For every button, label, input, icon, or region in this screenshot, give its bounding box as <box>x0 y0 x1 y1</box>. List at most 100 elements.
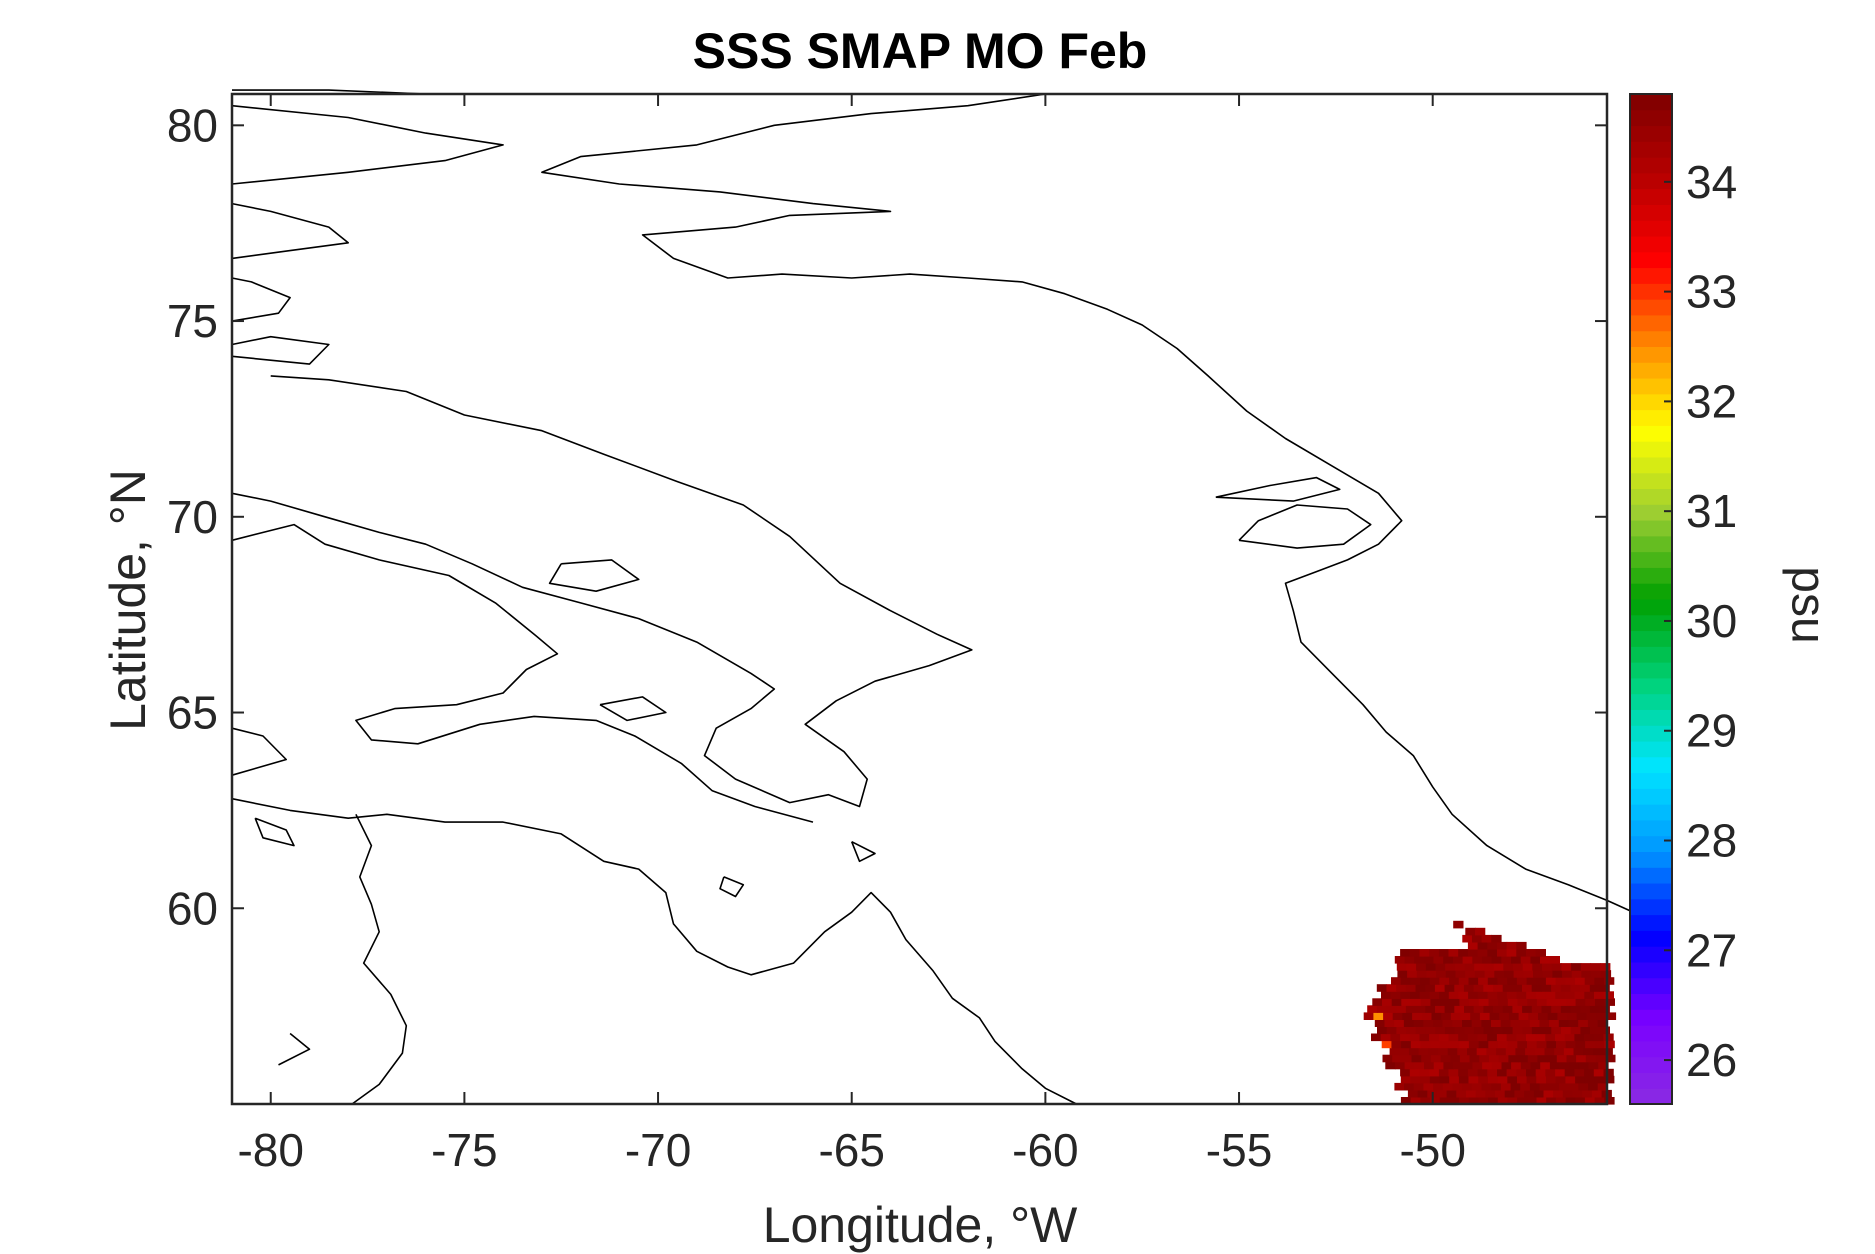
x-tick-label: -50 <box>1399 1124 1465 1176</box>
sss-cell <box>1518 1012 1529 1020</box>
sss-cell <box>1495 1089 1506 1098</box>
sss-cell <box>1530 1061 1541 1070</box>
sss-cell <box>1534 1047 1546 1056</box>
sss-cell <box>1405 984 1417 992</box>
sss-cell <box>1540 1061 1551 1070</box>
colorbar-tick-label: 32 <box>1686 375 1737 427</box>
sss-cell <box>1467 1033 1479 1042</box>
coastline-segment <box>231 727 287 776</box>
sss-cell <box>1470 1012 1481 1020</box>
sss-cell <box>1584 991 1595 999</box>
sss-cell <box>1460 1012 1471 1020</box>
sss-cell <box>1514 1089 1525 1098</box>
sss-cell <box>1491 1061 1503 1070</box>
sss-cell <box>1420 977 1431 985</box>
sss-cell <box>1503 970 1515 978</box>
colorbar-segment <box>1630 772 1672 789</box>
sss-cell <box>1402 1012 1413 1020</box>
sss-cell <box>1561 1026 1572 1035</box>
sss-cell <box>1458 991 1469 999</box>
colorbar-segment <box>1630 1072 1672 1089</box>
sss-cell <box>1557 1012 1568 1020</box>
sss-cell <box>1438 949 1450 957</box>
sss-cell <box>1483 984 1494 992</box>
sss-cell <box>1444 1026 1456 1035</box>
colorbar-segment <box>1630 725 1672 742</box>
sss-cell <box>1465 927 1476 936</box>
colorbar-segment <box>1630 220 1672 237</box>
sss-cell <box>1504 1089 1515 1098</box>
colorbar-segment <box>1630 1025 1672 1042</box>
sss-cell <box>1497 949 1508 957</box>
sss-cell <box>1401 998 1412 1006</box>
sss-cell <box>1520 956 1531 964</box>
sss-cell <box>1425 1005 1436 1013</box>
colorbar-segment <box>1630 977 1672 995</box>
coastline-segment <box>541 93 1643 917</box>
sss-cell <box>1575 998 1586 1006</box>
sss-cell <box>1396 1005 1407 1013</box>
colorbar-segment <box>1630 314 1672 332</box>
sss-cell <box>1565 1040 1576 1049</box>
sss-cell <box>1555 977 1566 985</box>
sss-cell <box>1471 1019 1482 1027</box>
sss-cell <box>1575 1040 1586 1049</box>
sss-cell <box>1445 963 1456 971</box>
sss-cell <box>1384 1019 1395 1027</box>
sss-cell <box>1526 991 1537 999</box>
sss-cell <box>1452 956 1464 964</box>
sss-cell <box>1410 977 1421 985</box>
sss-cell <box>1565 1097 1576 1105</box>
sss-cell <box>1488 998 1499 1006</box>
sss-cell <box>1399 1047 1410 1056</box>
sss-cell <box>1594 991 1605 999</box>
sss-cell <box>1468 991 1479 999</box>
sss-cell <box>1493 963 1504 971</box>
sss-cell <box>1497 1075 1508 1084</box>
sss-cell <box>1598 1061 1609 1070</box>
sss-cell <box>1488 1097 1499 1105</box>
sss-cell <box>1439 1040 1451 1049</box>
sss-cell <box>1507 1075 1518 1084</box>
sss-cell <box>1559 1061 1570 1070</box>
x-tick-label: -75 <box>431 1124 497 1176</box>
sss-cell <box>1473 1005 1484 1013</box>
colorbar-segment <box>1630 299 1672 316</box>
sss-cell <box>1597 1082 1608 1091</box>
sss-cell <box>1536 998 1548 1006</box>
coastline-segment <box>1215 476 1341 502</box>
sss-cell <box>1585 998 1596 1006</box>
sss-cell <box>1546 1040 1557 1049</box>
sss-cell <box>1401 1054 1413 1063</box>
sss-cell <box>1576 1054 1587 1063</box>
sss-cell <box>1429 949 1440 957</box>
sss-cell <box>1506 941 1517 950</box>
sss-cell <box>1528 1012 1539 1020</box>
sss-cell <box>1585 1054 1597 1063</box>
sss-cell <box>1450 1012 1462 1020</box>
sss-cell <box>1487 1075 1499 1084</box>
coastline-segment <box>231 797 1077 1105</box>
sss-cell <box>1487 1033 1498 1042</box>
colorbar-segment <box>1630 393 1672 411</box>
sss-cell <box>1481 934 1492 943</box>
sss-cell <box>1584 1097 1596 1105</box>
sss-cell <box>1475 927 1486 936</box>
sss-cell <box>1440 998 1451 1006</box>
sss-cell <box>1549 956 1560 964</box>
sss-cell <box>1429 1075 1441 1084</box>
x-tick-label: -55 <box>1206 1124 1272 1176</box>
sss-cell <box>1485 1089 1496 1098</box>
sss-cell <box>1474 963 1485 971</box>
sss-cell <box>1593 1033 1605 1042</box>
sss-cell <box>1439 1075 1450 1084</box>
sss-cell <box>1568 1019 1579 1027</box>
sss-cell <box>1443 1061 1454 1070</box>
sss-cell <box>1459 1040 1470 1049</box>
sss-cell <box>1520 1061 1532 1070</box>
sss-cell <box>1584 977 1595 985</box>
sss-cell <box>1425 1026 1436 1035</box>
colorbar-segment <box>1630 472 1672 490</box>
sss-cell <box>1489 1012 1500 1020</box>
